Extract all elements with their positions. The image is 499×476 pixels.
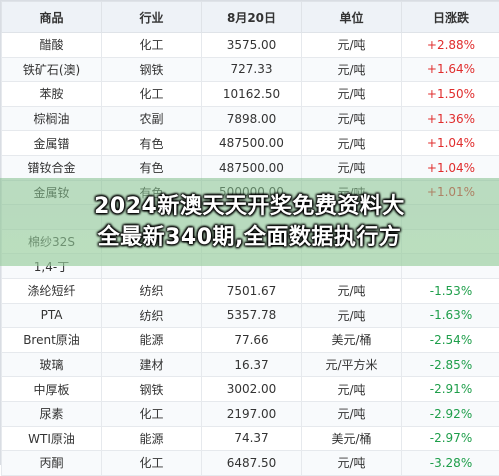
cell-industry: 化工 bbox=[102, 82, 202, 107]
cell-commodity-name: 金属镨 bbox=[2, 131, 102, 156]
cell-industry: 纺织 bbox=[102, 303, 202, 328]
cell-daily-change: -1.53% bbox=[402, 278, 499, 303]
cell-industry: 化工 bbox=[102, 33, 202, 58]
header-commodity[interactable]: 商品 bbox=[2, 2, 102, 33]
cell-commodity-name: 涤纶短纤 bbox=[2, 278, 102, 303]
cell-price: 7501.67 bbox=[202, 278, 302, 303]
cell-price: 74.37 bbox=[202, 426, 302, 451]
cell-price: 2197.00 bbox=[202, 401, 302, 426]
cell-commodity-name: 醋酸 bbox=[2, 33, 102, 58]
cell-price: 77.66 bbox=[202, 328, 302, 353]
cell-industry: 化工 bbox=[102, 451, 202, 476]
cell-daily-change: +1.04% bbox=[402, 155, 499, 180]
promo-banner-overlay: 2024新澳天天开奖免费资料大 全最新340期,全面数据执行方 bbox=[0, 178, 499, 266]
cell-commodity-name: 镨钕合金 bbox=[2, 155, 102, 180]
cell-unit: 美元/桶 bbox=[302, 328, 402, 353]
cell-price: 10162.50 bbox=[202, 82, 302, 107]
cell-unit: 元/吨 bbox=[302, 131, 402, 156]
cell-commodity-name: 尿素 bbox=[2, 401, 102, 426]
cell-commodity-name: 玻璃 bbox=[2, 352, 102, 377]
cell-industry: 化工 bbox=[102, 401, 202, 426]
cell-daily-change: -2.91% bbox=[402, 377, 499, 402]
cell-daily-change: +1.36% bbox=[402, 106, 499, 131]
cell-price: 487500.00 bbox=[202, 155, 302, 180]
cell-commodity-name: 铁矿石(澳) bbox=[2, 57, 102, 82]
cell-commodity-name: Brent原油 bbox=[2, 328, 102, 353]
header-daily-change[interactable]: 日涨跌 bbox=[402, 2, 499, 33]
cell-unit: 元/吨 bbox=[302, 401, 402, 426]
cell-commodity-name: 中厚板 bbox=[2, 377, 102, 402]
cell-daily-change: +1.04% bbox=[402, 131, 499, 156]
cell-price: 3575.00 bbox=[202, 33, 302, 58]
cell-unit: 元/吨 bbox=[302, 106, 402, 131]
cell-price: 6487.50 bbox=[202, 451, 302, 476]
cell-price: 727.33 bbox=[202, 57, 302, 82]
cell-commodity-name: PTA bbox=[2, 303, 102, 328]
header-industry[interactable]: 行业 bbox=[102, 2, 202, 33]
cell-industry: 农副 bbox=[102, 106, 202, 131]
cell-commodity-name: 丙酮 bbox=[2, 451, 102, 476]
cell-unit: 元/吨 bbox=[302, 451, 402, 476]
cell-price: 5357.78 bbox=[202, 303, 302, 328]
cell-unit: 美元/桶 bbox=[302, 426, 402, 451]
cell-daily-change: -2.85% bbox=[402, 352, 499, 377]
cell-industry: 钢铁 bbox=[102, 57, 202, 82]
cell-daily-change: -3.28% bbox=[402, 451, 499, 476]
cell-price: 16.37 bbox=[202, 352, 302, 377]
cell-industry: 有色 bbox=[102, 131, 202, 156]
cell-industry: 建材 bbox=[102, 352, 202, 377]
cell-daily-change: -2.54% bbox=[402, 328, 499, 353]
cell-price: 3002.00 bbox=[202, 377, 302, 402]
cell-commodity-name: 苯胺 bbox=[2, 82, 102, 107]
cell-daily-change: -2.97% bbox=[402, 426, 499, 451]
banner-line-1: 2024新澳天天开奖免费资料大 bbox=[94, 191, 405, 222]
header-date-price[interactable]: 8月20日 bbox=[202, 2, 302, 33]
cell-commodity-name: 棕榈油 bbox=[2, 106, 102, 131]
cell-daily-change: -2.92% bbox=[402, 401, 499, 426]
cell-commodity-name: WTI原油 bbox=[2, 426, 102, 451]
banner-line-2: 全最新340期,全面数据执行方 bbox=[98, 222, 402, 253]
cell-daily-change: -1.63% bbox=[402, 303, 499, 328]
header-unit[interactable]: 单位 bbox=[302, 2, 402, 33]
cell-price: 7898.00 bbox=[202, 106, 302, 131]
cell-price: 487500.00 bbox=[202, 131, 302, 156]
cell-industry: 能源 bbox=[102, 426, 202, 451]
cell-daily-change: +1.50% bbox=[402, 82, 499, 107]
cell-unit: 元/吨 bbox=[302, 155, 402, 180]
cell-daily-change: +1.64% bbox=[402, 57, 499, 82]
cell-unit: 元/吨 bbox=[302, 303, 402, 328]
cell-daily-change: +2.88% bbox=[402, 33, 499, 58]
cell-unit: 元/吨 bbox=[302, 278, 402, 303]
cell-industry: 能源 bbox=[102, 328, 202, 353]
cell-unit: 元/吨 bbox=[302, 377, 402, 402]
table-header-row: 商品 行业 8月20日 单位 日涨跌 bbox=[2, 2, 499, 33]
cell-industry: 纺织 bbox=[102, 278, 202, 303]
cell-industry: 钢铁 bbox=[102, 377, 202, 402]
cell-industry: 有色 bbox=[102, 155, 202, 180]
cell-unit: 元/平方米 bbox=[302, 352, 402, 377]
cell-unit: 元/吨 bbox=[302, 57, 402, 82]
cell-unit: 元/吨 bbox=[302, 33, 402, 58]
cell-unit: 元/吨 bbox=[302, 82, 402, 107]
